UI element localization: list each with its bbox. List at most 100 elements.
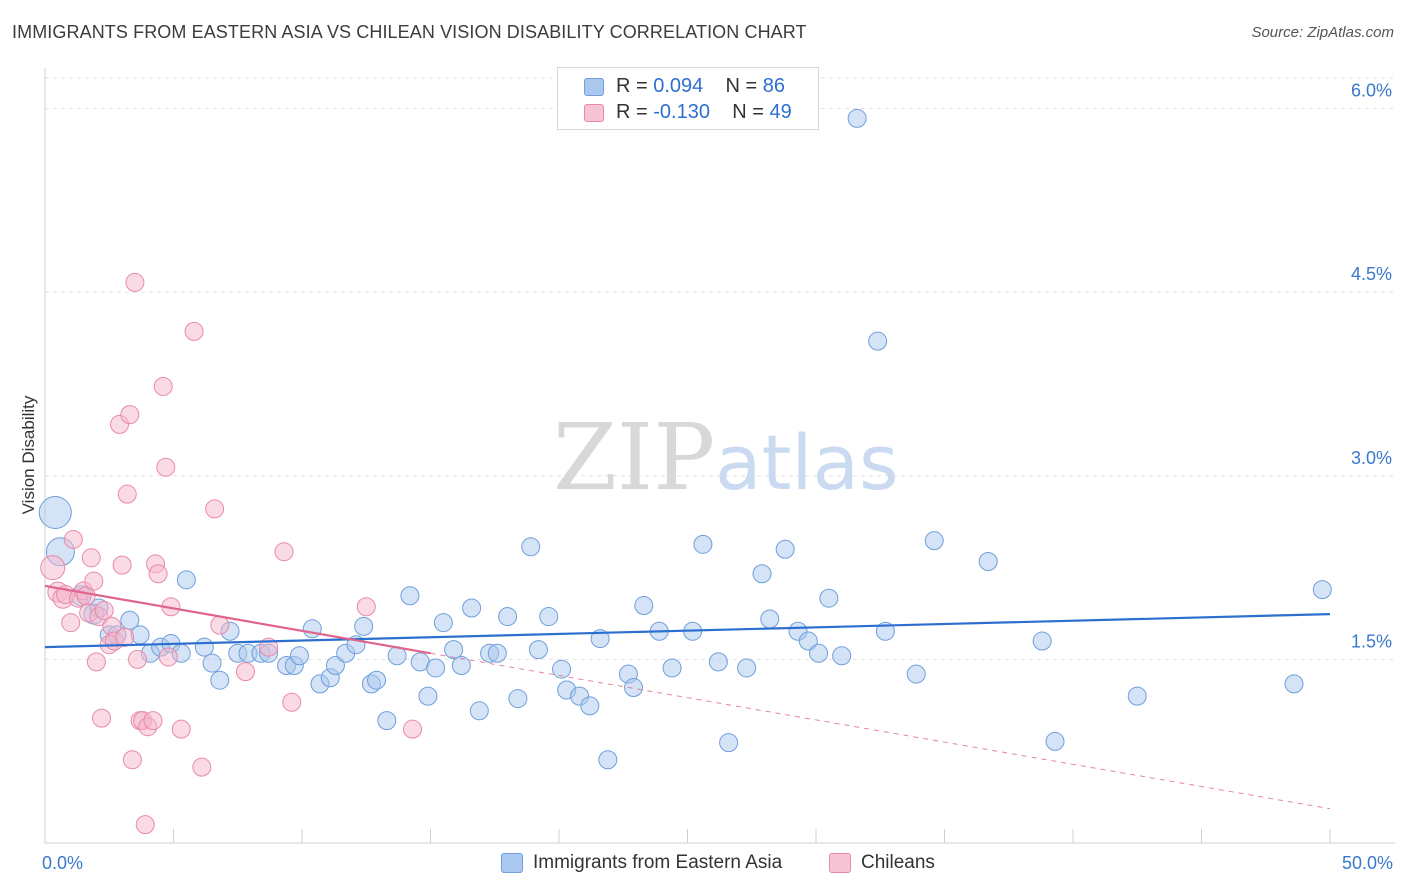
blue-data-point xyxy=(809,643,829,663)
pink-data-point xyxy=(171,719,191,739)
n-value: 86 xyxy=(762,75,786,97)
blue-data-point xyxy=(210,670,230,690)
pink-data-point xyxy=(235,662,255,682)
pink-data-point xyxy=(356,597,376,617)
n-value: 49 xyxy=(769,101,792,123)
blue-data-point xyxy=(719,733,739,753)
legend-swatch-pink xyxy=(829,853,851,873)
y-tick-label: 1.5% xyxy=(1351,631,1392,651)
blue-data-point xyxy=(634,596,654,616)
legend-swatch-blue xyxy=(501,853,523,873)
blue-data-point xyxy=(760,609,780,629)
chart-title: IMMIGRANTS FROM EASTERN ASIA VS CHILEAN … xyxy=(12,22,807,42)
pink-data-point xyxy=(115,627,135,647)
pink-data-point xyxy=(117,484,137,504)
blue-data-point xyxy=(737,658,757,678)
pink-data-point xyxy=(148,564,168,584)
y-tick-label: 4.5% xyxy=(1351,264,1392,284)
blue-data-point xyxy=(176,570,196,590)
pink-data-point xyxy=(205,499,225,519)
legend-label: Immigrants from Eastern Asia xyxy=(533,852,783,873)
blue-data-point xyxy=(580,696,600,716)
blue-data-point xyxy=(38,496,72,530)
pink-data-point xyxy=(125,272,145,292)
pink-data-point xyxy=(184,321,204,341)
blue-data-point xyxy=(624,678,644,698)
blue-data-point xyxy=(708,652,728,672)
series-pink-points xyxy=(40,272,423,835)
blue-data-point xyxy=(418,686,438,706)
blue-data-point xyxy=(868,331,888,351)
pink-data-point xyxy=(122,750,142,770)
watermark-zip: ZIP xyxy=(553,404,715,511)
blue-data-point xyxy=(377,711,397,731)
n-label: N = xyxy=(725,75,763,97)
blue-data-point xyxy=(433,613,453,633)
blue-data-point xyxy=(487,643,507,663)
pink-data-point xyxy=(86,652,106,672)
blue-data-point xyxy=(194,637,214,657)
blue-data-point xyxy=(120,610,140,630)
r-value: -0.130 xyxy=(653,101,710,123)
blue-data-point xyxy=(775,539,795,559)
n-label: N = xyxy=(732,101,770,123)
x-tick-label: 0.0% xyxy=(42,853,83,873)
blue-data-point xyxy=(508,689,528,709)
legend-text-blue: R = 0.094 N = 86 xyxy=(616,75,785,98)
pink-data-point xyxy=(92,708,112,728)
pink-data-point xyxy=(84,571,104,591)
pink-data-point xyxy=(210,615,230,635)
watermark: ZIP atlas xyxy=(553,404,899,511)
legend-swatch-blue xyxy=(584,78,604,96)
pink-data-point xyxy=(112,555,132,575)
blue-data-point xyxy=(752,564,772,584)
blue-data-point xyxy=(469,701,489,721)
blue-data-point xyxy=(662,658,682,678)
pink-data-point xyxy=(143,711,163,731)
blue-data-point xyxy=(426,658,446,678)
blue-data-point xyxy=(1127,686,1147,706)
blue-data-point xyxy=(847,108,867,128)
blue-data-point xyxy=(528,640,548,660)
blue-data-point xyxy=(498,607,518,627)
pink-trend-extension xyxy=(430,652,1331,810)
blue-data-point xyxy=(202,653,222,673)
pink-data-point xyxy=(61,613,81,633)
pink-data-point xyxy=(120,405,140,425)
blue-data-point xyxy=(906,664,926,684)
pink-data-point xyxy=(153,376,173,396)
blue-trend-line xyxy=(44,613,1331,649)
legend-swatch-pink xyxy=(584,104,604,122)
blue-data-point xyxy=(552,659,572,679)
series-blue-points xyxy=(38,108,1332,770)
blue-data-point xyxy=(924,531,944,551)
blue-data-point xyxy=(1045,731,1065,751)
pink-data-point xyxy=(282,692,302,712)
tick-labels: 1.5% 3.0% 4.5% 6.0% 0.0% 50.0% xyxy=(42,81,1393,873)
blue-data-point xyxy=(693,534,713,554)
blue-data-point xyxy=(354,616,374,636)
legend-text-pink: R = -0.130 N = 49 xyxy=(616,101,792,124)
pink-data-point xyxy=(94,600,114,620)
x-tick-label: 50.0% xyxy=(1342,853,1393,873)
blue-data-point xyxy=(521,537,541,557)
y-tick-label: 6.0% xyxy=(1351,81,1392,101)
source-label: Source: ZipAtlas.com xyxy=(1251,24,1394,41)
blue-data-point xyxy=(1284,674,1304,694)
pink-data-point xyxy=(63,529,83,549)
blue-data-point xyxy=(539,607,559,627)
pink-data-point xyxy=(156,457,176,477)
blue-data-point xyxy=(451,656,471,676)
pink-data-point xyxy=(403,719,423,739)
correlation-legend: R = 0.094 N = 86 R = -0.130 N = 49 xyxy=(557,67,819,130)
pink-data-point xyxy=(158,647,178,667)
pink-data-point xyxy=(259,637,279,657)
blue-data-point xyxy=(302,619,322,639)
watermark-atlas: atlas xyxy=(715,418,899,507)
blue-data-point xyxy=(367,670,387,690)
y-axis-label: Vision Disability xyxy=(19,395,38,514)
blue-data-point xyxy=(978,551,998,571)
pink-data-point xyxy=(128,649,148,669)
gridlines xyxy=(45,77,1395,660)
r-value: 0.094 xyxy=(653,75,704,97)
